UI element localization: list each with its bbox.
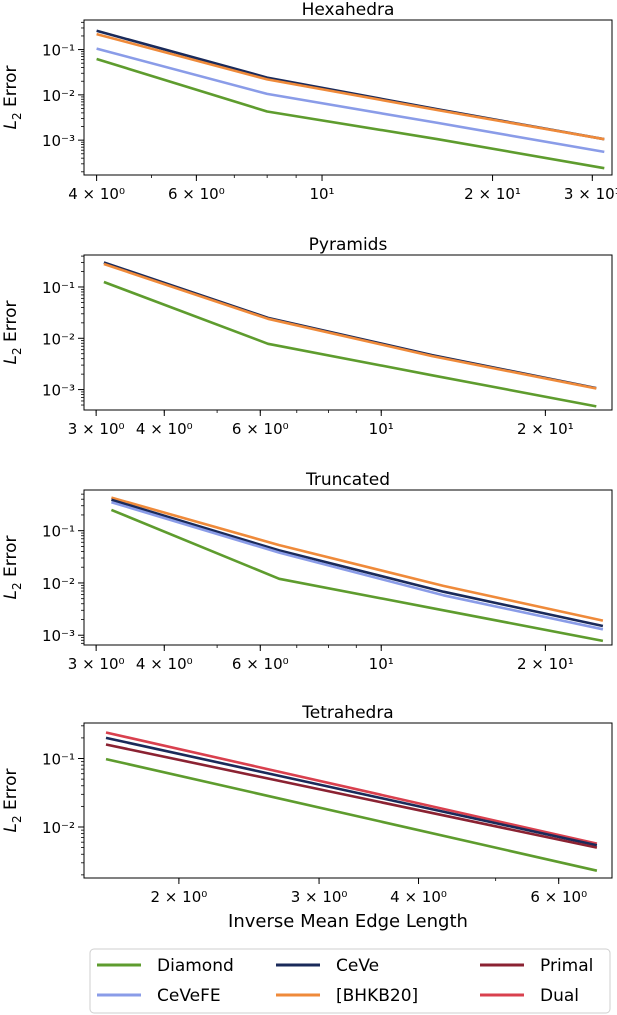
legend-label-dual: Dual	[540, 986, 579, 1006]
x-tick-label: 2 × 10⁰	[151, 888, 208, 906]
chart-panel-truncated: Truncated L2 Error 10⁻³ 10⁻² 10⁻¹ 3 × 10⁰ 4 × …	[1, 470, 613, 673]
y-tick-label: 10⁻¹	[42, 279, 75, 297]
y-tick-label: 10⁻³	[42, 132, 75, 150]
x-tick-label: 6 × 10⁰	[232, 655, 289, 673]
x-tick-label: 3 × 10¹	[564, 185, 617, 203]
series-group	[96, 29, 605, 170]
series-line-bhkb20	[111, 496, 604, 622]
series-line-ceve	[111, 498, 604, 628]
x-tick-label: 2 × 10¹	[517, 420, 574, 438]
series-line-diamond	[103, 280, 597, 408]
series-line-cevefe	[96, 47, 605, 154]
series-line-cevefe	[111, 500, 604, 631]
y-tick-label: 10⁻¹	[42, 523, 75, 541]
series-group	[103, 261, 597, 408]
chart-title: Hexahedra	[302, 0, 395, 20]
series-group	[105, 731, 598, 872]
series-line-primal	[105, 743, 598, 849]
y-tick-label: 10⁻¹	[42, 751, 75, 769]
series-line-diamond	[105, 757, 598, 872]
x-tick-label: 6 × 10⁰	[232, 420, 289, 438]
chart-panel-pyramids: Pyramids L2 Error 10⁻³ 10⁻² 10⁻¹ 3 × 10⁰ 4 × 1…	[1, 235, 613, 438]
y-axis-label: L2 Error	[1, 769, 24, 833]
series-line-dual	[105, 731, 598, 845]
x-tick-label: 2 × 10¹	[517, 655, 574, 673]
series-line-diamond	[110, 508, 604, 643]
x-tick-label: 3 × 10⁰	[291, 888, 348, 906]
x-tick-label: 10¹	[369, 420, 394, 438]
series-line-bhkb20	[103, 262, 597, 390]
series-line-diamond	[96, 57, 605, 170]
plot-frame	[83, 489, 613, 646]
y-tick-label: 10⁻³	[42, 382, 75, 400]
chart-panel-tetrahedra: Tetrahedra L2 Error 10⁻² 10⁻¹ 2 × 10⁰ 3 × 10⁰…	[1, 703, 613, 906]
chart-title: Truncated	[305, 470, 390, 490]
y-tick-label: 10⁻²	[42, 87, 75, 105]
series-line-bhkb20	[96, 32, 605, 141]
y-tick-label: 10⁻²	[42, 330, 75, 348]
legend-label-cevefe: CeVeFE	[157, 986, 221, 1006]
x-tick-label: 4 × 10⁰	[136, 420, 193, 438]
plot-frame	[83, 19, 613, 176]
legend-label-ceve: CeVe	[336, 956, 379, 976]
y-tick-label: 10⁻¹	[42, 42, 75, 60]
legend-label-primal: Primal	[540, 956, 593, 976]
legend: Diamond CeVeFE CeVe [BHKB20] Primal Dual	[89, 948, 611, 1014]
x-tick-label: 6 × 10⁰	[530, 888, 587, 906]
y-tick-label: 10⁻³	[42, 627, 75, 645]
x-tick-label: 3 × 10⁰	[68, 655, 125, 673]
legend-label-diamond: Diamond	[157, 956, 234, 976]
chart-title: Tetrahedra	[301, 703, 393, 723]
plot-frame	[83, 722, 613, 879]
x-tick-label: 4 × 10⁰	[68, 185, 125, 203]
plot-frame	[83, 254, 613, 411]
series-group	[110, 496, 604, 643]
chart-title: Pyramids	[309, 235, 388, 255]
y-axis-label: L2 Error	[1, 301, 24, 365]
y-tick-label: 10⁻²	[42, 575, 75, 593]
series-line-ceve	[105, 736, 598, 847]
x-tick-label: 10¹	[369, 655, 394, 673]
x-tick-label: 10¹	[309, 185, 334, 203]
x-tick-label: 4 × 10⁰	[390, 888, 447, 906]
series-line-ceve	[96, 29, 605, 141]
x-axis-label: Inverse Mean Edge Length	[228, 911, 468, 932]
chart-panel-hexahedra: Hexahedra L2 Error 10⁻³ 10⁻² 10⁻¹ 4 × 10⁰ 6 × …	[1, 0, 617, 203]
x-tick-label: 4 × 10⁰	[136, 655, 193, 673]
y-axis-label: L2 Error	[1, 536, 24, 600]
series-line-ceve	[103, 261, 597, 390]
x-tick-label: 2 × 10¹	[464, 185, 521, 203]
x-tick-label: 6 × 10⁰	[168, 185, 225, 203]
y-tick-label: 10⁻²	[42, 819, 75, 837]
legend-label-bhkb20: [BHKB20]	[336, 986, 418, 1006]
y-axis-label: L2 Error	[1, 66, 24, 130]
x-tick-label: 3 × 10⁰	[68, 420, 125, 438]
